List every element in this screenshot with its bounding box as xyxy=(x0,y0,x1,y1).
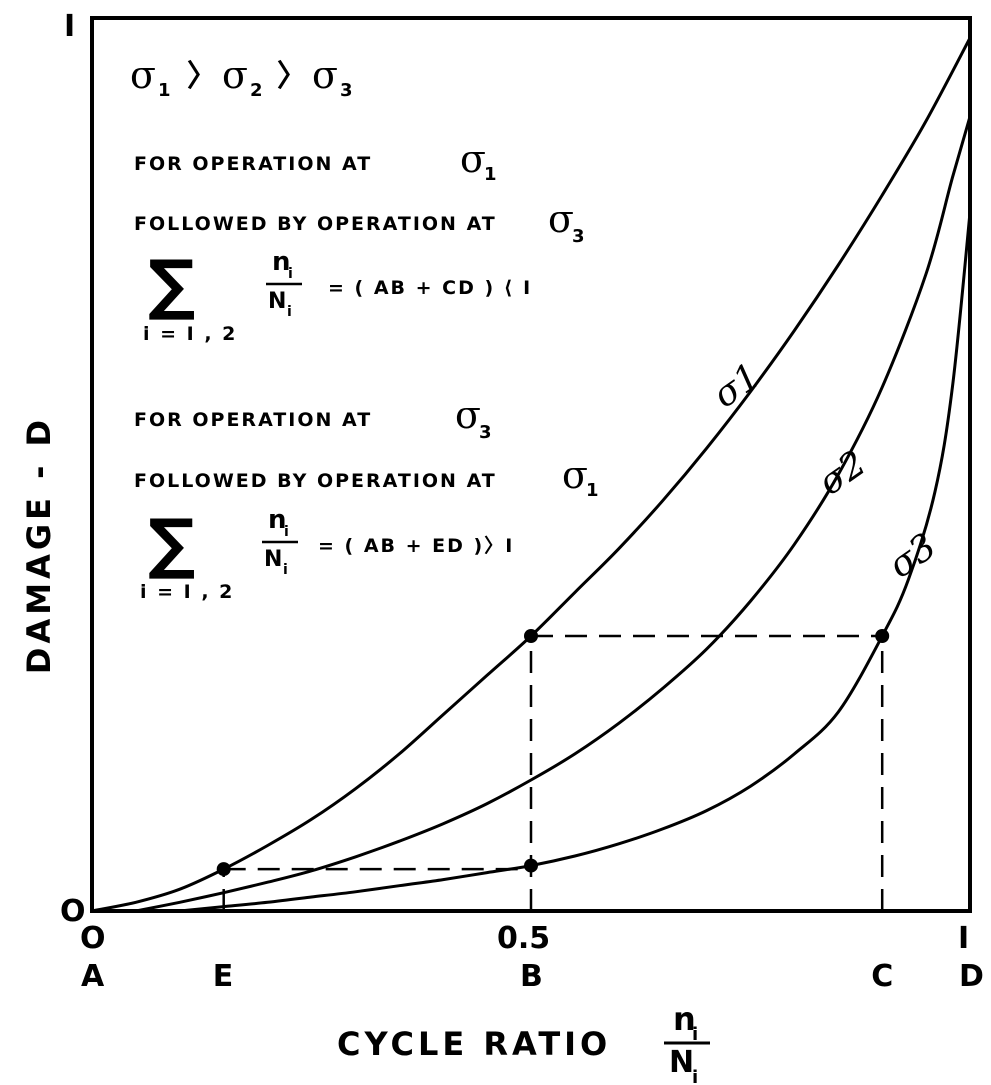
dashed-guides xyxy=(222,634,884,911)
b1-line-b: FOLLOWED BY OPERATION AT xyxy=(134,213,497,235)
sigma-order: σ 1 〉 σ 2 〉 σ 3 xyxy=(130,53,353,101)
points-layer xyxy=(216,629,890,877)
x-frac-num-sub: i xyxy=(692,1024,698,1045)
y-axis-title: DAMAGE - D xyxy=(20,416,58,674)
x-frac-den-sub: i xyxy=(692,1067,698,1085)
sigma-2: σ xyxy=(222,53,248,97)
x-letter-B: B xyxy=(520,959,543,994)
annotation-block-1: FOR OPERATION AT σ 1 FOLLOWED BY OPERATI… xyxy=(134,137,585,345)
curve-sigma-3 xyxy=(179,212,972,913)
x-letter-E: E xyxy=(213,959,234,994)
curve-label-sigma-1: σ1 xyxy=(706,356,768,417)
b1-line-a-sigma: σ xyxy=(460,137,486,181)
x-axis-fraction: n i N i xyxy=(664,1000,710,1085)
b2-line-b-sub: 1 xyxy=(586,480,599,501)
b1-frac-den: N xyxy=(268,289,286,314)
b1-line-a-sub: 1 xyxy=(484,164,497,185)
x-tick-0.5: 0.5 xyxy=(497,921,550,956)
b1-line-b-sigma: σ xyxy=(548,197,574,241)
b2-frac-num: n xyxy=(268,505,287,535)
data-point-0 xyxy=(216,862,231,877)
gt-1: 〉 xyxy=(187,59,217,94)
b2-line-a: FOR OPERATION AT xyxy=(134,409,372,431)
data-point-3 xyxy=(875,629,890,644)
sigma-1: σ xyxy=(130,53,156,97)
y-tick-bottom: O xyxy=(60,894,86,929)
curve-sigma-2 xyxy=(135,116,972,913)
curves-layer xyxy=(91,37,972,913)
x-tick-0: O xyxy=(80,921,106,956)
sigma-3: σ xyxy=(312,53,338,97)
b2-frac-den: N xyxy=(264,547,282,572)
curve-label-sigma-2: σ2 xyxy=(811,443,873,504)
annotation-block-2: FOR OPERATION AT σ 3 FOLLOWED BY OPERATI… xyxy=(134,393,599,603)
gt-2: 〉 xyxy=(277,59,307,94)
sigma-1-sub: 1 xyxy=(158,80,171,101)
x-frac-num: n xyxy=(673,1000,696,1038)
b1-sum: ∑ xyxy=(148,246,195,323)
curve-label-sigma-3: σ3 xyxy=(881,526,943,587)
sigma-3-sub: 3 xyxy=(340,80,353,101)
x-frac-den: N xyxy=(669,1045,694,1080)
b2-sum: ∑ xyxy=(148,505,195,582)
data-point-2 xyxy=(524,629,538,644)
b2-index: i = I , 2 xyxy=(140,581,234,603)
y-tick-top: I xyxy=(64,9,75,44)
b2-rhs: = ( AB + ED )〉I xyxy=(318,534,514,557)
x-axis-title: CYCLE RATIO xyxy=(337,1025,611,1063)
b2-frac-den-sub: i xyxy=(283,562,288,578)
curve-sigma-1 xyxy=(91,37,972,913)
b1-line-b-sub: 3 xyxy=(572,226,585,247)
x-tick-1: I xyxy=(958,921,969,956)
b2-frac-num-sub: i xyxy=(284,524,289,540)
x-letter-A: A xyxy=(81,959,105,994)
b1-line-a: FOR OPERATION AT xyxy=(134,153,372,175)
b1-rhs: = ( AB + CD ) ⟨ I xyxy=(328,277,532,299)
b1-frac-den-sub: i xyxy=(287,304,292,320)
b1-frac-num: n xyxy=(272,247,291,277)
data-point-1 xyxy=(524,858,538,873)
b2-line-b: FOLLOWED BY OPERATION AT xyxy=(134,470,497,492)
b2-line-b-sigma: σ xyxy=(562,453,588,497)
b2-line-a-sub: 3 xyxy=(479,422,492,443)
b1-frac-num-sub: i xyxy=(288,266,293,282)
b1-index: i = I , 2 xyxy=(143,323,237,345)
x-letter-D: D xyxy=(959,959,984,994)
x-letter-C: C xyxy=(871,959,893,994)
b2-line-a-sigma: σ xyxy=(455,393,481,437)
sigma-2-sub: 2 xyxy=(250,80,263,101)
